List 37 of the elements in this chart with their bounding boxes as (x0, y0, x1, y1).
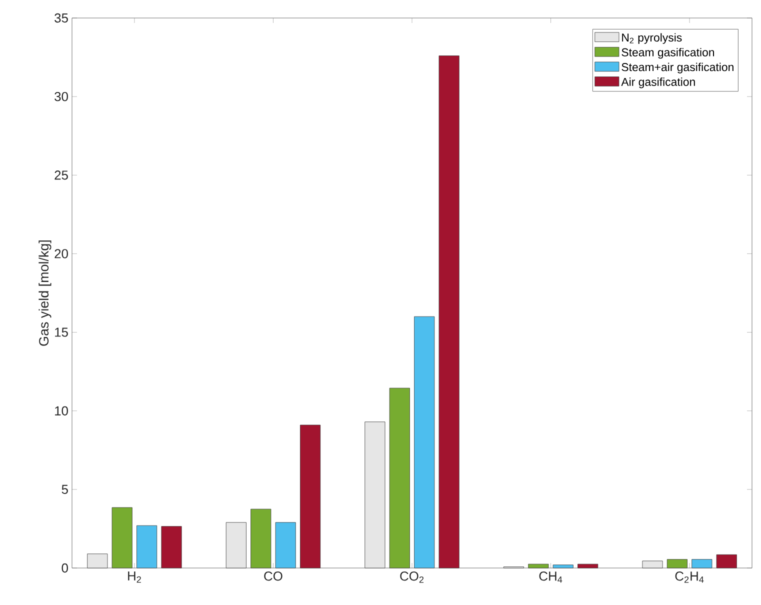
y-tick-label: 30 (54, 92, 68, 102)
bar (364, 422, 386, 568)
bar (250, 508, 272, 568)
legend-label: Air gasification (621, 78, 695, 88)
y-tick-label: 0 (62, 563, 68, 573)
bar (642, 560, 663, 568)
bar (226, 522, 246, 568)
y-tick-label: 10 (55, 406, 68, 416)
bar (528, 564, 549, 568)
bar (112, 507, 132, 568)
y-tick-label: 25 (54, 170, 68, 180)
x-tick-label: CO (264, 572, 282, 581)
legend-label: Steam gasification (622, 48, 714, 59)
y-axis-title: Gas yield [mol/kg] (38, 240, 52, 346)
bar (692, 559, 712, 568)
bar (136, 525, 158, 568)
bar (666, 559, 688, 568)
x-tick-label: C$_{2}$H$_{4}$ (675, 572, 704, 583)
bar (716, 554, 737, 568)
bar (389, 388, 410, 568)
bar (275, 522, 296, 568)
bar (414, 316, 435, 568)
y-tick-label: 35 (54, 13, 68, 23)
bar (552, 564, 574, 568)
legend-label: N$_{2}$ pyrolysis (622, 33, 682, 44)
bar (578, 564, 598, 568)
x-tick-label: CO$_{2}$ (400, 572, 424, 583)
y-tick-label: 20 (54, 249, 68, 258)
x-tick-label: H$_{2}$ (128, 572, 141, 583)
bar (438, 56, 460, 568)
y-tick-label: 5 (62, 484, 68, 494)
bar (161, 526, 182, 568)
x-tick-label: CH$_{4}$ (539, 572, 562, 583)
legend-label: Steam+air gasification (622, 62, 734, 74)
bar (87, 554, 108, 568)
y-tick-label: 15 (55, 328, 68, 337)
bar (300, 424, 321, 568)
